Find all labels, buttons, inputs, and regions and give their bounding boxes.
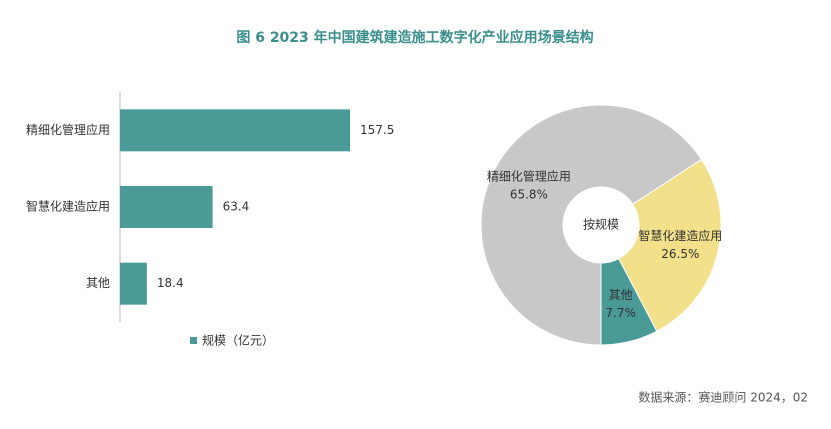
bar [120, 109, 350, 152]
slice-category: 智慧化建造应用 [638, 228, 722, 243]
value-label: 18.4 [157, 276, 184, 290]
donut-slice [480, 104, 703, 346]
source: 数据来源：赛迪顾问 2024，02 [638, 390, 808, 405]
center-label: 按规模 [583, 217, 619, 232]
value-label: 157.5 [360, 123, 394, 137]
legend-swatch [190, 337, 197, 344]
title: 图 6 2023 年中国建筑建造施工数字化产业应用场景结构 [236, 29, 593, 46]
legend-label: 规模（亿元） [202, 333, 274, 348]
slice-value: 65.8% [510, 187, 548, 201]
bar [120, 262, 147, 305]
slice-value: 7.7% [605, 306, 636, 320]
donut-slice [600, 257, 658, 346]
donut-slice [618, 158, 722, 332]
slice-value: 26.5% [661, 247, 699, 261]
slice-category: 其他 [609, 288, 633, 302]
category-label: 精细化管理应用 [26, 122, 110, 137]
slice-category: 精细化管理应用 [487, 168, 571, 183]
category-label: 其他 [86, 276, 110, 290]
value-label: 63.4 [223, 200, 250, 214]
category-label: 智慧化建造应用 [26, 199, 110, 214]
bar [120, 186, 213, 228]
